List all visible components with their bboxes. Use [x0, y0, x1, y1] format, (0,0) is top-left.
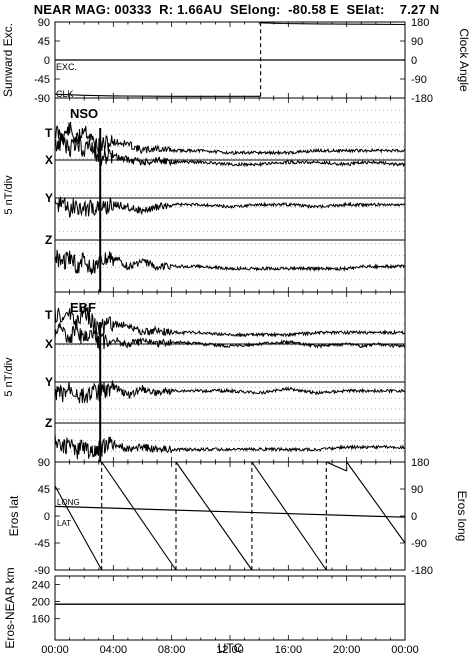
- page-title: NEAR MAG: 00333 R: 1.66AU SElong: -80.58…: [33, 2, 440, 17]
- long-series-segment: [326, 461, 347, 472]
- eros-panel-ytick-right-label: 0: [411, 511, 417, 523]
- clk-annotation: CLK: [56, 89, 74, 99]
- eros-panel-ytick-right-label: -180: [411, 565, 433, 577]
- clock-panel-ytick-right-label: -180: [411, 93, 433, 105]
- ebf-series-t: [54, 305, 406, 338]
- clock-panel-ytick-label: 45: [38, 36, 50, 48]
- clock-panel-ytick-label: 0: [44, 55, 50, 67]
- nso-component-label: Z: [45, 233, 52, 247]
- long-series-segment: [175, 461, 253, 571]
- eros-panel-ytick-label: 90: [38, 457, 50, 469]
- eros-panel-ytick-label: 45: [38, 484, 50, 496]
- lat-annotation: LAT: [57, 519, 71, 528]
- clk-series-line: [54, 93, 261, 97]
- ebf-series-z: [54, 433, 406, 460]
- eros-panel-ytick-label: 0: [44, 511, 50, 523]
- nso-component-label: T: [45, 126, 53, 140]
- x-tick-label: 08:00: [158, 644, 186, 656]
- distance-panel-ytick-label: 160: [32, 614, 50, 626]
- clock-panel-ytick-right-label: 180: [411, 17, 429, 29]
- distance-panel-ytick-label: 200: [32, 597, 50, 609]
- long-series-segment: [101, 461, 177, 571]
- long-annotation: LONG: [57, 498, 80, 507]
- nso-component-label: Y: [45, 191, 53, 205]
- nso-series-x: [54, 132, 406, 168]
- clk-series-line: [260, 22, 406, 26]
- ebf-panel-ylabel: 5 nT/div: [3, 357, 15, 397]
- distance-panel-ytick-label: 240: [32, 580, 50, 592]
- nso-panel-title: NSO: [70, 106, 98, 121]
- long-series-segment: [346, 461, 406, 544]
- nso-component-label: X: [45, 153, 53, 167]
- clock-panel-ylabel: Sunward Exc.: [1, 23, 15, 97]
- ebf-component-label: X: [45, 337, 53, 351]
- x-tick-label: 04:00: [100, 644, 128, 656]
- exc-annotation: EXC.: [56, 62, 77, 72]
- ebf-series-x: [54, 322, 406, 350]
- distance-panel-ylabel: Eros-NEAR km: [3, 567, 17, 648]
- clock-panel-ytick-label: -45: [34, 74, 50, 86]
- clock-panel-ytick-right-label: 0: [411, 55, 417, 67]
- nso-series-t: [54, 121, 406, 156]
- x-tick-label: 16:00: [275, 644, 303, 656]
- clock-panel-ytick-label: 90: [38, 17, 50, 29]
- eros-panel-ylabel-right: Eros long: [455, 491, 469, 542]
- x-tick-label: 00:00: [41, 644, 69, 656]
- clock-panel-ylabel-right: Clock Angle: [457, 28, 471, 92]
- ebf-series-y: [55, 380, 406, 404]
- ebf-panel-title: EBF: [70, 300, 96, 315]
- eros-panel-ytick-label: -90: [34, 565, 50, 577]
- eros-panel-ytick-label: -45: [34, 538, 50, 550]
- lat-series-line: [54, 505, 406, 518]
- eros-panel-ylabel: Eros lat: [7, 495, 21, 536]
- clock-panel-ytick-label: -90: [34, 93, 50, 105]
- x-axis-label: UTC: [218, 641, 243, 655]
- x-tick-label: 12:00: [216, 644, 244, 656]
- nso-panel-ylabel: 5 nT/div: [3, 175, 15, 215]
- nso-series-y: [54, 196, 406, 218]
- clock-panel-ytick-right-label: -90: [411, 74, 427, 86]
- nso-series-z: [54, 249, 406, 275]
- ebf-component-label: Z: [45, 416, 52, 430]
- eros-panel-ytick-right-label: -90: [411, 538, 427, 550]
- clock-panel-ytick-right-label: 90: [411, 36, 423, 48]
- eros-panel-ytick-right-label: 90: [411, 484, 423, 496]
- long-series-segment: [54, 485, 103, 571]
- long-series-segment: [251, 461, 327, 571]
- ebf-component-label: Y: [45, 375, 53, 389]
- x-tick-label: 20:00: [333, 644, 361, 656]
- distance-panel-frame: [54, 575, 406, 641]
- x-tick-label: 00:00: [391, 644, 419, 656]
- ebf-component-label: T: [45, 308, 53, 322]
- eros-panel-ytick-right-label: 180: [411, 457, 429, 469]
